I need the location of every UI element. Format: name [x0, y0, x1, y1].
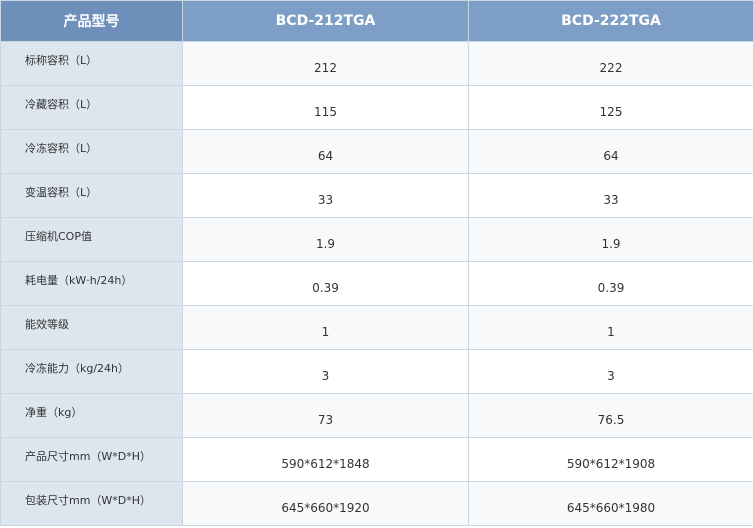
table-row: 产品尺寸mm（W*D*H） 590*612*1848 590*612*1908 [0, 437, 753, 482]
value-cell-b: 76.5 [468, 393, 753, 438]
row-label: 压缩机COP值 [0, 217, 183, 262]
header-model-a: BCD-212TGA [182, 0, 469, 42]
row-label: 净重（kg） [0, 393, 183, 438]
row-label: 能效等级 [0, 305, 183, 350]
value-cell-b: 125 [468, 85, 753, 130]
value-cell-a: 73 [182, 393, 469, 438]
table-row: 变温容积（L） 33 33 [0, 173, 753, 218]
value-cell-b: 33 [468, 173, 753, 218]
table-row: 标称容积（L） 212 222 [0, 41, 753, 86]
table-row: 冷冻能力（kg/24h） 3 3 [0, 349, 753, 394]
value-cell-a: 33 [182, 173, 469, 218]
value-cell-a: 1 [182, 305, 469, 350]
table-row: 包装尺寸mm（W*D*H） 645*660*1920 645*660*1980 [0, 481, 753, 526]
value-cell-b: 645*660*1980 [468, 481, 753, 526]
header-model-b: BCD-222TGA [468, 0, 753, 42]
table-row: 压缩机COP值 1.9 1.9 [0, 217, 753, 262]
row-label: 冷冻容积（L） [0, 129, 183, 174]
value-cell-b: 222 [468, 41, 753, 86]
table-row: 冷冻容积（L） 64 64 [0, 129, 753, 174]
value-cell-b: 64 [468, 129, 753, 174]
value-cell-b: 1.9 [468, 217, 753, 262]
value-cell-a: 590*612*1848 [182, 437, 469, 482]
value-cell-b: 1 [468, 305, 753, 350]
table-row: 能效等级 1 1 [0, 305, 753, 350]
header-model-label: 产品型号 [0, 0, 183, 42]
table-row: 耗电量（kW·h/24h） 0.39 0.39 [0, 261, 753, 306]
row-label: 标称容积（L） [0, 41, 183, 86]
header-row: 产品型号 BCD-212TGA BCD-222TGA [0, 0, 753, 42]
value-cell-a: 115 [182, 85, 469, 130]
row-label: 耗电量（kW·h/24h） [0, 261, 183, 306]
row-label: 产品尺寸mm（W*D*H） [0, 437, 183, 482]
row-label: 包装尺寸mm（W*D*H） [0, 481, 183, 526]
row-label: 变温容积（L） [0, 173, 183, 218]
row-label: 冷藏容积（L） [0, 85, 183, 130]
row-label: 冷冻能力（kg/24h） [0, 349, 183, 394]
value-cell-a: 0.39 [182, 261, 469, 306]
value-cell-b: 3 [468, 349, 753, 394]
table-row: 冷藏容积（L） 115 125 [0, 85, 753, 130]
value-cell-a: 212 [182, 41, 469, 86]
value-cell-a: 645*660*1920 [182, 481, 469, 526]
value-cell-a: 1.9 [182, 217, 469, 262]
table-row: 净重（kg） 73 76.5 [0, 393, 753, 438]
value-cell-b: 590*612*1908 [468, 437, 753, 482]
value-cell-b: 0.39 [468, 261, 753, 306]
value-cell-a: 64 [182, 129, 469, 174]
value-cell-a: 3 [182, 349, 469, 394]
